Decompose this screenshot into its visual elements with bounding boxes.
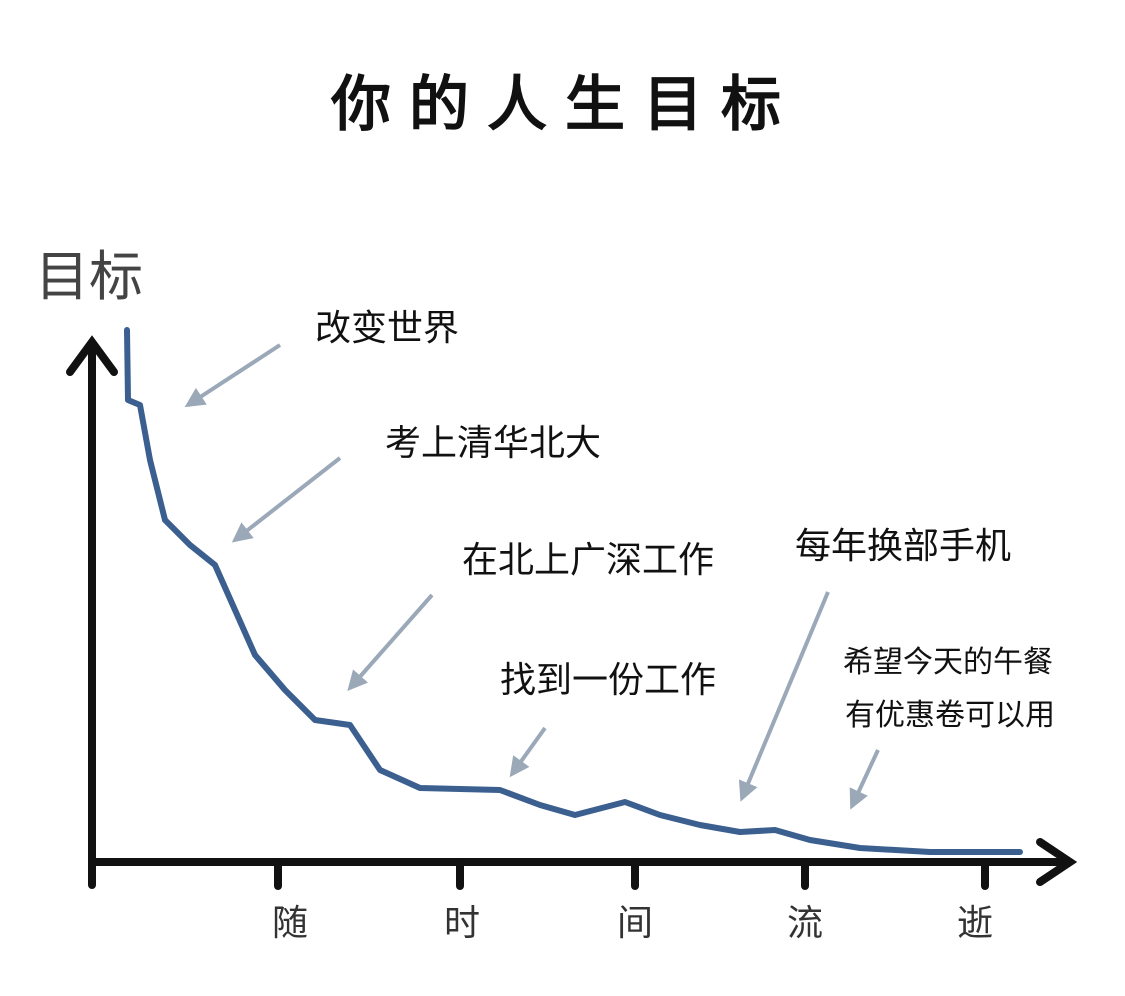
x-label: 逝 xyxy=(957,903,993,944)
arrow xyxy=(738,591,830,802)
y-axis-label: 目标 xyxy=(35,245,143,308)
annotation: 改变世界 xyxy=(315,308,459,349)
x-label: 随 xyxy=(272,903,308,944)
annotation: 在北上广深工作 xyxy=(462,540,714,581)
title: 你的人生目标 xyxy=(330,70,799,140)
x-label: 时 xyxy=(444,903,480,944)
x-label: 间 xyxy=(617,903,653,944)
arrows xyxy=(184,343,880,810)
y-arrow xyxy=(66,335,118,376)
x-arrow xyxy=(1036,838,1078,886)
annotation: 找到一份工作 xyxy=(500,660,716,701)
arrow xyxy=(184,343,282,408)
annotation: 有优惠卷可以用 xyxy=(845,698,1055,733)
annotation: 考上清华北大 xyxy=(385,423,601,464)
goal-curve xyxy=(124,327,1023,855)
arrow xyxy=(347,593,434,692)
x-label: 流 xyxy=(787,903,823,944)
arrow xyxy=(509,726,547,778)
annotation: 希望今天的午餐 xyxy=(843,645,1053,680)
arrow xyxy=(849,749,880,810)
axes xyxy=(66,335,1078,890)
arrow xyxy=(231,456,342,543)
annotation: 每年换部手机 xyxy=(795,526,1011,567)
